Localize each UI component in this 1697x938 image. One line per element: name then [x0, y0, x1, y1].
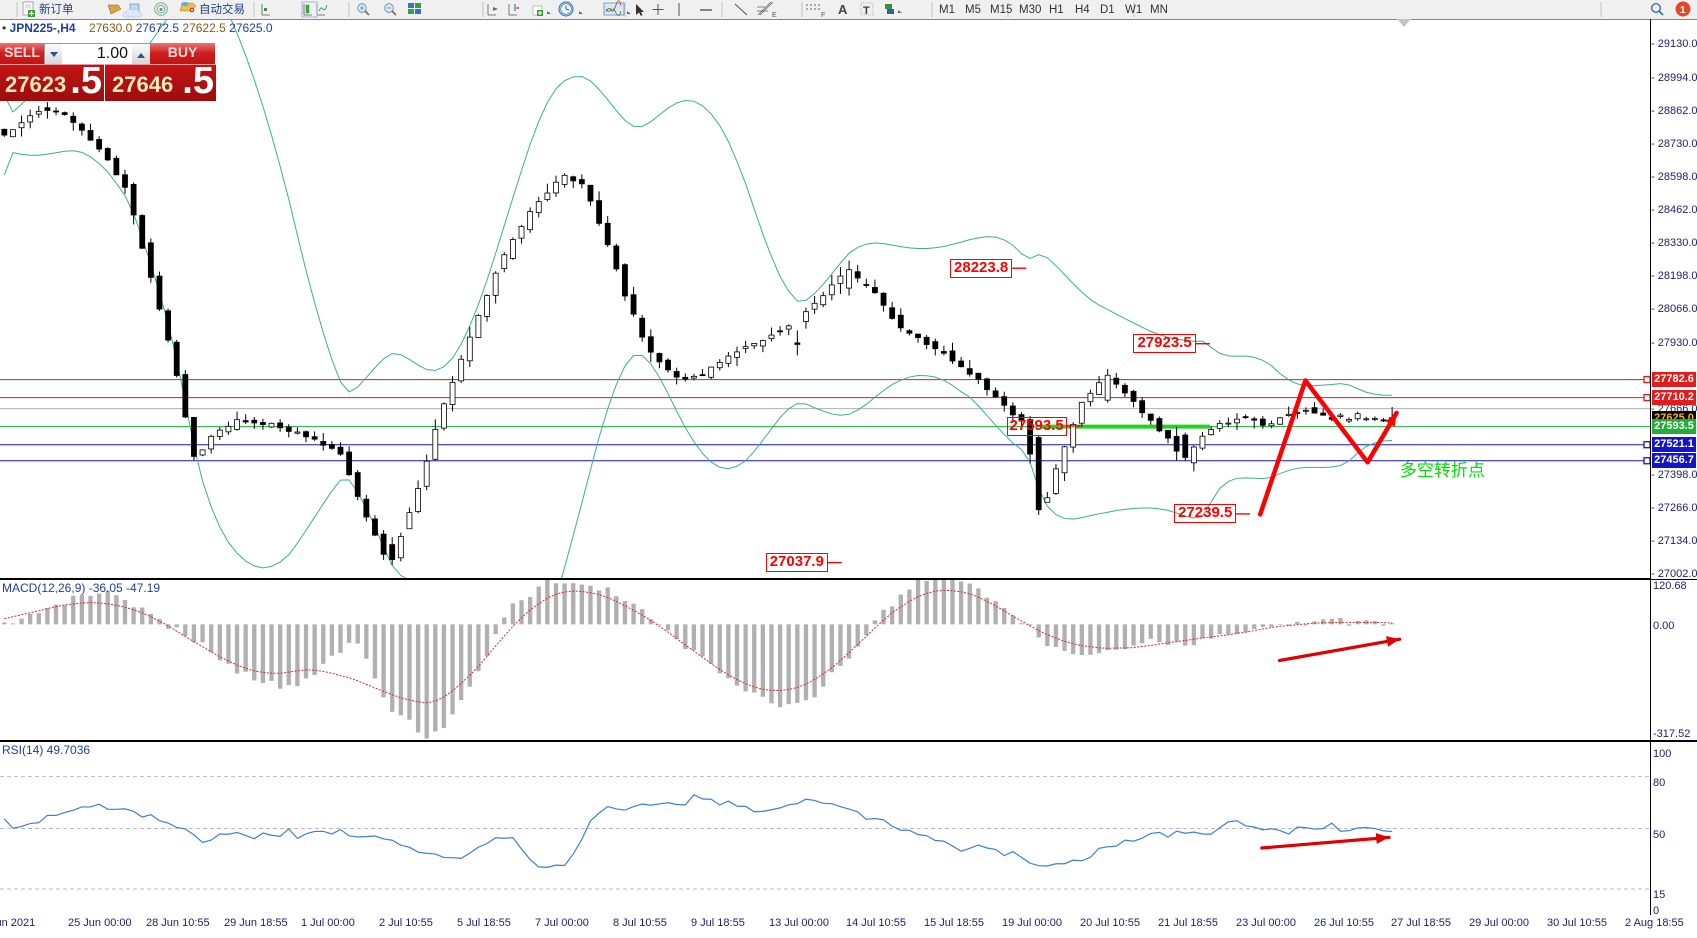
svg-text:M1: M1	[939, 4, 955, 16]
svg-text:A: A	[838, 2, 848, 17]
svg-text:M15: M15	[990, 4, 1012, 16]
svg-text:H4: H4	[1075, 4, 1090, 16]
svg-text:自动交易: 自动交易	[199, 2, 245, 16]
svg-text:M5: M5	[965, 4, 981, 16]
svg-text:H1: H1	[1049, 4, 1064, 16]
svg-text:1: 1	[1680, 5, 1686, 16]
svg-text:M30: M30	[1019, 4, 1041, 16]
svg-text:MN: MN	[1150, 4, 1168, 16]
svg-text:D1: D1	[1100, 4, 1115, 16]
svg-text:T: T	[863, 5, 870, 17]
svg-text:W1: W1	[1125, 4, 1142, 16]
svg-text:新订单: 新订单	[39, 2, 74, 16]
svg-text:E: E	[772, 12, 777, 19]
svg-text:F: F	[821, 12, 825, 19]
